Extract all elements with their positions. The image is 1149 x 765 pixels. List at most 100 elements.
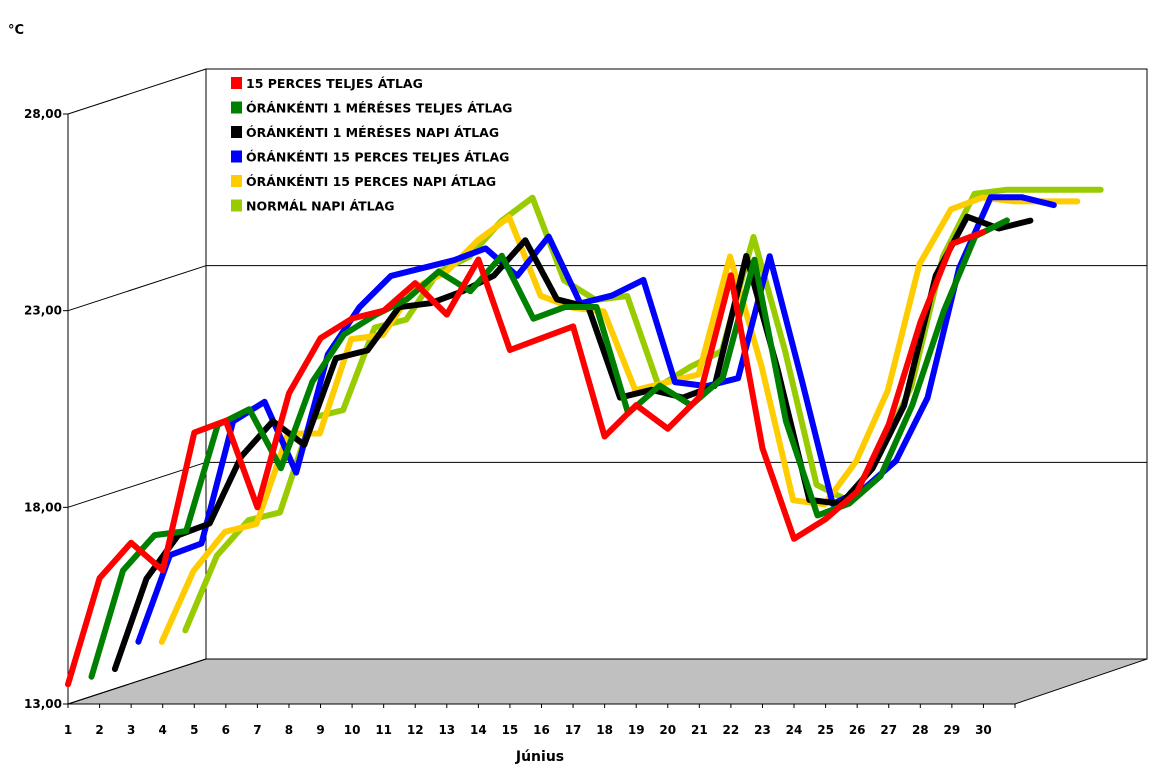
data-point [128, 540, 134, 546]
data-point [436, 269, 442, 274]
x-tick-label: 4 [159, 723, 167, 737]
data-point [223, 418, 229, 424]
data-point [483, 245, 489, 251]
data-point [743, 253, 749, 259]
data-point [727, 254, 733, 259]
data-point [948, 206, 954, 212]
data-point [917, 320, 923, 325]
data-point [254, 521, 259, 527]
data-point [570, 323, 576, 329]
data-point [365, 347, 370, 353]
data-point [467, 288, 473, 294]
x-tick-label: 7 [253, 723, 261, 737]
data-point [640, 277, 646, 283]
data-point [767, 253, 773, 259]
data-point [97, 575, 103, 581]
data-point [245, 517, 251, 523]
x-tick-label: 25 [817, 723, 834, 737]
data-point [562, 304, 568, 310]
data-point [144, 576, 149, 582]
legend-entry: 15 PERCES TELJES ÁTLAG [246, 76, 423, 91]
x-tick-label: 21 [691, 723, 708, 737]
data-point [751, 234, 756, 240]
data-point [696, 394, 702, 400]
data-point [782, 348, 788, 354]
data-point [286, 390, 292, 396]
data-point [594, 304, 599, 310]
x-axis: 1 2 3 4 5 6 7 8 9 10 11 12 13 14 15 16 17 18 19 20 21 22 23 24 2… [64, 703, 1016, 737]
data-point [602, 434, 608, 439]
data-point [878, 473, 884, 479]
data-point [356, 304, 362, 310]
data-point [664, 379, 670, 385]
data-point [420, 265, 425, 271]
series-line [158, 194, 1081, 645]
data-point [1003, 187, 1009, 193]
data-point [980, 195, 986, 200]
data-point [160, 567, 166, 573]
legend-swatch [231, 77, 242, 89]
grid-lines [67, 68, 1147, 705]
data-point [539, 335, 544, 341]
data-point [293, 470, 299, 476]
data-point [814, 482, 820, 488]
data-point [728, 272, 734, 278]
x-tick-label: 10 [344, 723, 361, 737]
data-point [270, 418, 276, 424]
x-tick-label: 27 [880, 723, 897, 737]
data-point [207, 521, 213, 526]
x-tick-label: 11 [375, 723, 392, 737]
data-point [988, 194, 994, 200]
data-point [491, 273, 497, 279]
legend-entry: ÓRÁNKÉNTI 1 MÉRÉSES NAPI ÁTLAG [246, 125, 499, 140]
data-point [720, 375, 726, 381]
data-point [309, 379, 315, 385]
data-point [853, 458, 859, 464]
data-point [546, 234, 552, 240]
data-point [854, 489, 860, 495]
legend: 15 PERCES TELJES ÁTLAG ÓRÁNKÉNTI 1 MÉRÉSE… [231, 76, 512, 214]
x-tick-label: 5 [190, 723, 198, 737]
data-point [1004, 217, 1010, 223]
series-line [111, 213, 1034, 672]
data-point [404, 296, 410, 302]
data-point [301, 442, 307, 448]
data-point [538, 293, 544, 299]
series-line [65, 229, 987, 688]
data-point [278, 465, 284, 471]
data-point [823, 516, 829, 522]
data-point [530, 195, 535, 201]
data-point [348, 336, 354, 342]
data-point [317, 431, 323, 436]
series-line [88, 217, 1010, 680]
data-point [349, 316, 355, 321]
x-tick-label: 19 [628, 723, 645, 737]
legend-entry: NORMÁL NAPI ÁTLAG [246, 199, 395, 214]
data-point [815, 512, 820, 518]
data-point [791, 536, 797, 542]
data-point [941, 308, 947, 314]
data-point [340, 407, 346, 413]
data-point [893, 458, 899, 464]
data-point [412, 280, 418, 286]
x-tick-label: 17 [565, 723, 582, 737]
data-point [190, 568, 196, 574]
data-point [696, 372, 701, 377]
data-point [633, 402, 639, 408]
data-point [333, 355, 339, 361]
data-point [530, 316, 536, 322]
data-point [507, 347, 513, 353]
y-tick-label: 18,00 [24, 500, 62, 514]
y-tick-label: 13,00 [24, 697, 62, 711]
data-point [624, 293, 630, 299]
data-point [388, 273, 394, 279]
chart-frame [67, 68, 1148, 705]
data-point [191, 430, 197, 436]
data-point [1098, 187, 1104, 193]
data-point [341, 332, 347, 337]
data-point [475, 238, 480, 244]
grid-diagonal [67, 265, 207, 312]
x-tick-label: 22 [723, 723, 740, 737]
data-point [372, 325, 378, 330]
x-tick-label: 26 [849, 723, 866, 737]
